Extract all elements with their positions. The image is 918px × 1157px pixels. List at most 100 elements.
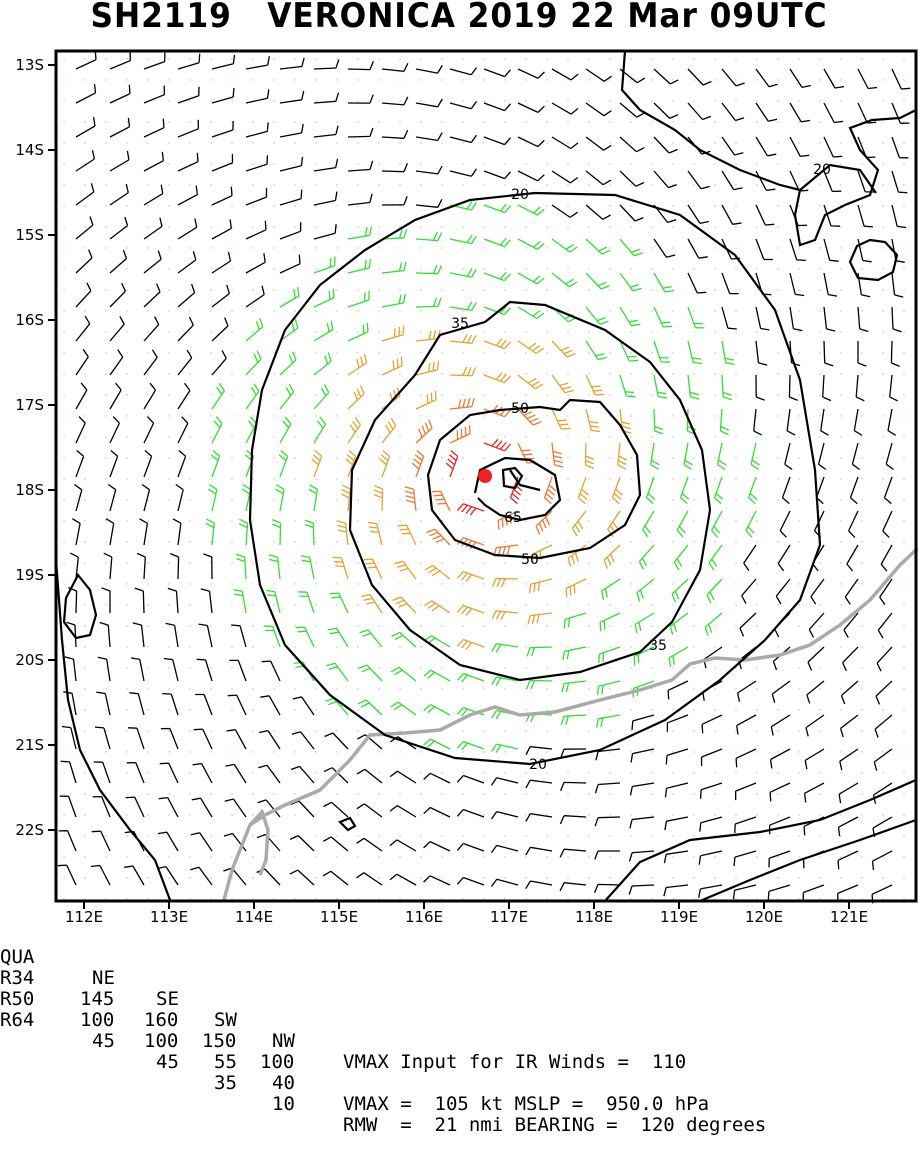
grid-dot (546, 163, 548, 165)
grid-dot (441, 58, 443, 60)
lon-label: 120E (745, 908, 783, 926)
grid-dot (756, 478, 758, 480)
grid-dot (693, 562, 695, 564)
grid-dot (378, 667, 380, 669)
grid-dot (630, 814, 632, 816)
grid-dot (903, 772, 905, 774)
lat-label: 21S (15, 736, 44, 754)
grid-dot (63, 499, 65, 501)
wind-barb (857, 306, 869, 333)
grid-dot (378, 709, 380, 711)
grid-dot (588, 373, 590, 375)
grid-dot (546, 751, 548, 753)
grid-dot (441, 625, 443, 627)
grid-dot (588, 583, 590, 585)
grid-dot (168, 688, 170, 690)
wind-barb (423, 806, 451, 818)
grid-dot (63, 58, 65, 60)
grid-dot (357, 226, 359, 228)
grid-dot (378, 856, 380, 858)
grid-dot (105, 688, 107, 690)
grid-dot (63, 520, 65, 522)
grid-dot (504, 898, 506, 900)
grid-dot (315, 898, 317, 900)
grid-dot (210, 457, 212, 459)
grid-dot (189, 457, 191, 459)
grid-dot (735, 751, 737, 753)
grid-dot (693, 688, 695, 690)
grid-dot (168, 814, 170, 816)
wind-barb (823, 340, 834, 367)
grid-dot (693, 100, 695, 102)
grid-dot (693, 751, 695, 753)
wind-barb (594, 816, 621, 827)
grid-dot (189, 751, 191, 753)
wind-barb (263, 625, 281, 648)
grid-dot (567, 478, 569, 480)
wind-barb (424, 600, 451, 614)
grid-dot (525, 772, 527, 774)
grid-dot (693, 268, 695, 270)
wind-barb (551, 408, 571, 430)
grid-dot (609, 184, 611, 186)
grid-dot (714, 772, 716, 774)
grid-dot (504, 79, 506, 81)
wind-barb (891, 170, 908, 194)
grid-dot (252, 331, 254, 333)
grid-dot (63, 583, 65, 585)
wind-barb (789, 102, 811, 123)
grid-dot (378, 625, 380, 627)
grid-dot (840, 709, 842, 711)
grid-dot (210, 100, 212, 102)
grid-dot (168, 352, 170, 354)
grid-dot (483, 604, 485, 606)
wind-barb (755, 102, 778, 122)
grid-dot (378, 142, 380, 144)
grid-dot (840, 877, 842, 879)
grid-dot (882, 499, 884, 501)
grid-dot (126, 310, 128, 312)
wind-barb (490, 810, 519, 820)
grid-dot (336, 751, 338, 753)
grid-dot (147, 289, 149, 291)
grid-dot (546, 436, 548, 438)
grid-dot (189, 730, 191, 732)
grid-dot (672, 457, 674, 459)
wind-barb (177, 185, 199, 206)
wind-barb (664, 782, 689, 798)
wind-barb (517, 340, 544, 354)
grid-dot (903, 79, 905, 81)
table-cell: 45 (156, 1051, 179, 1073)
grid-dot (231, 436, 233, 438)
contour-label: 35 (649, 638, 667, 654)
grid-dot (273, 457, 275, 459)
grid-dot (294, 814, 296, 816)
grid-dot (903, 499, 905, 501)
grid-dot (546, 58, 548, 60)
grid-dot (651, 898, 653, 900)
wind-barb (779, 510, 791, 538)
grid-dot (210, 184, 212, 186)
grid-dot (567, 373, 569, 375)
grid-dot (252, 667, 254, 669)
grid-dot (483, 856, 485, 858)
grid-dot (357, 205, 359, 207)
wind-barb (58, 830, 77, 852)
grid-dot (63, 394, 65, 396)
grid-dot (840, 331, 842, 333)
wind-barb (653, 102, 679, 119)
wind-barb (290, 765, 315, 784)
grid-dot (168, 730, 170, 732)
grid-dot (378, 184, 380, 186)
grid-dot (609, 730, 611, 732)
grid-dot (609, 835, 611, 837)
wind-barb (313, 320, 334, 342)
grid-dot (189, 373, 191, 375)
grid-dot (315, 730, 317, 732)
grid-dot (105, 898, 107, 900)
grid-dot (273, 268, 275, 270)
grid-dot (609, 520, 611, 522)
grid-dot (462, 625, 464, 627)
grid-dot (777, 205, 779, 207)
latitude-ticks (48, 64, 56, 831)
